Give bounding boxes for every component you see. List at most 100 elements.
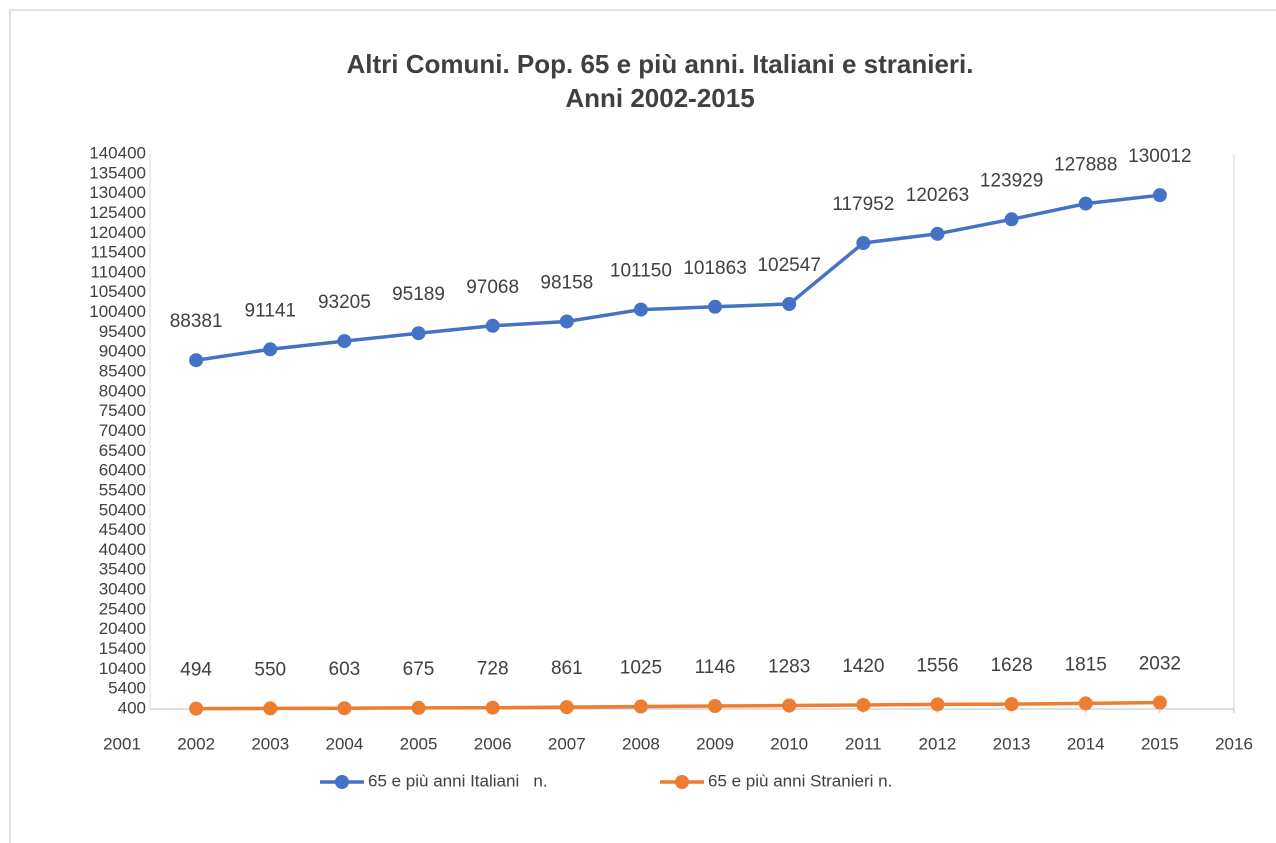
data-label: 98158	[540, 272, 593, 293]
data-point	[930, 697, 945, 712]
data-point	[856, 235, 871, 250]
x-tick-label: 2015	[1141, 734, 1179, 753]
data-label: 1420	[842, 656, 884, 677]
y-tick-label: 85400	[99, 362, 146, 381]
data-point	[485, 700, 500, 715]
chart-title: Anni 2002-2015	[565, 83, 754, 113]
y-tick-label: 25400	[99, 599, 146, 618]
y-tick-label: 40400	[99, 540, 146, 559]
x-tick-label: 2001	[103, 734, 141, 753]
x-tick-label: 2016	[1215, 734, 1253, 753]
y-tick-label: 95400	[99, 322, 146, 341]
data-point	[263, 701, 278, 716]
data-label: 728	[477, 659, 509, 680]
y-tick-label: 10400	[99, 659, 146, 678]
data-label: 95189	[392, 284, 445, 305]
data-label: 91141	[245, 300, 296, 321]
y-tick-label: 400	[118, 698, 146, 717]
data-label: 1815	[1065, 654, 1107, 675]
x-tick-label: 2009	[696, 734, 734, 753]
data-point	[411, 700, 426, 715]
data-label: 861	[551, 658, 583, 679]
y-tick-label: 15400	[99, 639, 146, 658]
data-point	[782, 297, 797, 312]
data-label: 550	[254, 659, 286, 680]
data-label: 1146	[695, 657, 736, 678]
data-label: 97068	[466, 277, 519, 298]
x-tick-label: 2011	[845, 734, 882, 753]
x-tick-label: 2012	[919, 734, 957, 753]
legend-marker	[675, 775, 689, 789]
data-label: 1556	[916, 655, 958, 676]
y-tick-label: 45400	[99, 520, 146, 539]
y-tick-label: 55400	[99, 480, 146, 499]
legend-label: 65 e più anni Stranieri n.	[708, 771, 892, 790]
x-tick-label: 2002	[177, 734, 215, 753]
y-tick-label: 115400	[91, 243, 146, 262]
x-tick-label: 2014	[1067, 734, 1105, 753]
y-tick-label: 70400	[99, 421, 146, 440]
data-label: 675	[403, 659, 435, 680]
y-tick-label: 140400	[89, 143, 146, 162]
data-point	[930, 226, 945, 241]
data-point	[559, 314, 574, 329]
y-tick-label: 50400	[99, 500, 146, 519]
y-tick-label: 65400	[99, 441, 146, 460]
y-tick-label: 30400	[99, 580, 146, 599]
data-point	[337, 701, 352, 716]
data-point	[411, 326, 426, 341]
data-point	[708, 699, 723, 714]
data-point	[1152, 188, 1167, 203]
y-tick-label: 105400	[89, 282, 146, 301]
data-label: 1628	[990, 655, 1032, 676]
data-point	[559, 700, 574, 715]
data-point	[189, 353, 204, 368]
y-tick-label: 120400	[89, 223, 146, 242]
data-label: 123929	[980, 170, 1043, 191]
data-point	[1004, 697, 1019, 712]
data-label: 101150	[610, 261, 672, 282]
y-tick-label: 100400	[89, 302, 146, 321]
x-tick-label: 2005	[400, 734, 438, 753]
y-tick-label: 80400	[99, 381, 146, 400]
series-line	[196, 700, 1160, 711]
data-label: 127888	[1054, 155, 1117, 176]
chart-title: Altri Comuni. Pop. 65 e più anni. Italia…	[346, 49, 973, 79]
x-tick-label: 2013	[993, 734, 1031, 753]
data-label: 88381	[170, 311, 223, 332]
data-point	[1152, 695, 1167, 710]
y-tick-label: 5400	[108, 679, 146, 698]
x-tick-label: 2007	[548, 734, 586, 753]
data-label: 1283	[768, 657, 810, 678]
x-tick-label: 2008	[622, 734, 660, 753]
data-point	[708, 299, 723, 314]
data-point	[1078, 196, 1093, 211]
y-tick-label: 135400	[89, 163, 146, 182]
data-point	[263, 342, 278, 357]
data-point	[1078, 696, 1093, 711]
data-point	[189, 701, 204, 716]
legend-marker	[335, 775, 349, 789]
y-tick-label: 125400	[89, 203, 146, 222]
data-label: 1025	[620, 658, 662, 679]
data-point	[856, 697, 871, 712]
y-tick-label: 130400	[89, 183, 146, 202]
data-label: 117952	[832, 194, 894, 215]
data-point	[633, 302, 648, 317]
legend-label: 65 e più anni Italiani n.	[368, 771, 548, 790]
x-tick-label: 2006	[474, 734, 512, 753]
data-point	[633, 699, 648, 714]
y-tick-label: 35400	[99, 560, 146, 579]
y-tick-label: 20400	[99, 619, 146, 638]
y-tick-label: 60400	[99, 461, 146, 480]
chart-frame	[9, 9, 1276, 843]
data-label: 93205	[318, 292, 371, 313]
data-label: 2032	[1139, 654, 1181, 675]
data-label: 102547	[757, 255, 820, 276]
data-label: 120263	[906, 185, 969, 206]
y-tick-label: 90400	[99, 342, 146, 361]
data-point	[782, 698, 797, 713]
data-label: 101863	[683, 258, 746, 279]
data-point	[485, 318, 500, 333]
